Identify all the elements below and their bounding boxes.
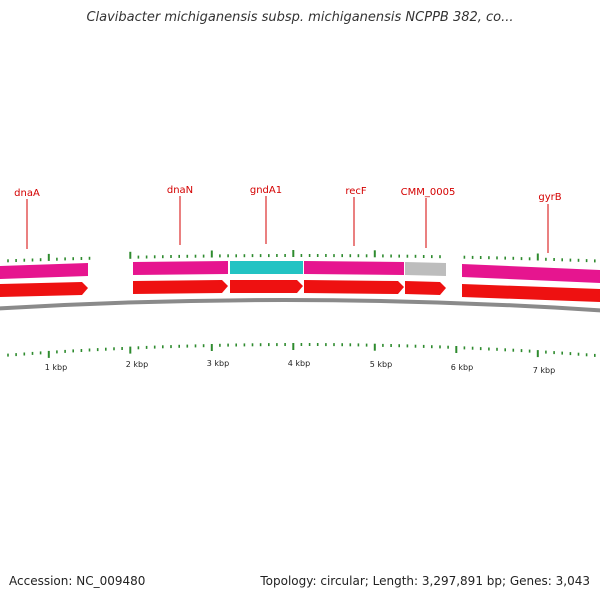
gene-label-gyrb[interactable]: gyrB	[538, 192, 561, 203]
scale-label-2kbp: 2 kbp	[126, 360, 148, 369]
gene-labels: dnaA dnaN gndA1 recF CMM_0005 gyrB	[14, 185, 562, 253]
gene-label-gnda1[interactable]: gndA1	[250, 185, 282, 196]
feature-block[interactable]	[230, 261, 303, 274]
scale-label-5kbp: 5 kbp	[370, 360, 392, 369]
map-title: Clavibacter michiganensis subsp. michiga…	[86, 10, 514, 25]
genome-stats-text: Topology: circular; Length: 3,297,891 bp…	[260, 574, 590, 588]
outer-tick-marks	[7, 250, 596, 263]
feature-block[interactable]	[304, 261, 404, 275]
scale-label-7kbp: 7 kbp	[533, 366, 555, 375]
gene-label-dnaa[interactable]: dnaA	[14, 188, 40, 199]
gene-arrow[interactable]	[304, 280, 404, 294]
feature-block[interactable]	[0, 263, 88, 279]
inner-tick-marks	[7, 343, 596, 358]
backbone-ring	[0, 297, 600, 313]
scale-labels: 1 kbp 2 kbp 3 kbp 4 kbp 5 kbp 6 kbp 7 kb…	[45, 359, 555, 375]
gene-arrow[interactable]	[0, 282, 88, 297]
feature-block[interactable]	[133, 261, 228, 275]
feature-block[interactable]	[405, 262, 446, 276]
gene-label-recf[interactable]: recF	[345, 186, 367, 197]
feature-track	[0, 261, 600, 283]
gene-label-dnan[interactable]: dnaN	[167, 185, 193, 196]
scale-label-1kbp: 1 kbp	[45, 363, 67, 372]
scale-label-3kbp: 3 kbp	[207, 359, 229, 368]
scale-label-4kbp: 4 kbp	[288, 359, 310, 368]
gene-arrow[interactable]	[230, 280, 303, 293]
feature-block[interactable]	[462, 264, 600, 283]
gene-arrow-track	[0, 280, 600, 302]
accession-text: Accession: NC_009480	[9, 574, 146, 588]
gene-arrow[interactable]	[133, 280, 228, 294]
scale-label-6kbp: 6 kbp	[451, 363, 473, 372]
gene-label-cmm-0005[interactable]: CMM_0005	[401, 187, 456, 198]
gene-arrow[interactable]	[462, 284, 600, 302]
gene-arrow[interactable]	[405, 281, 446, 295]
